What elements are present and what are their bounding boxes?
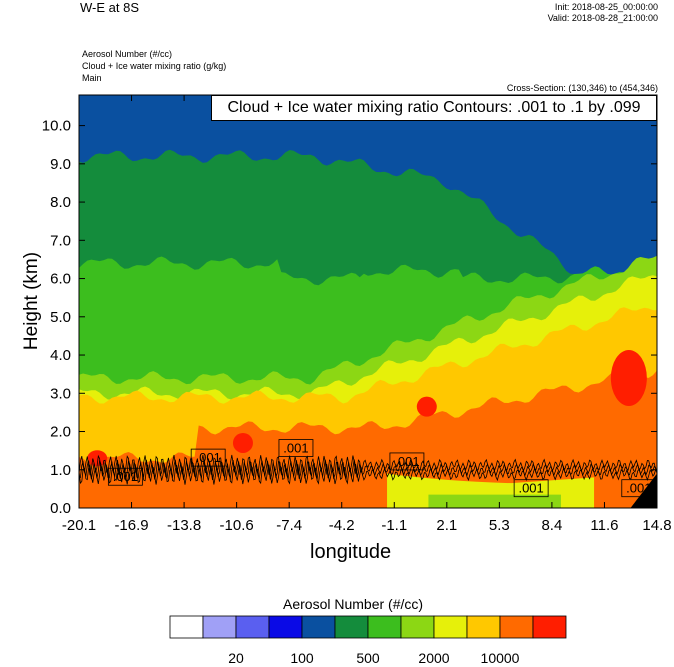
field-label-3: Main: [82, 73, 102, 83]
colorbar-label: 20: [228, 650, 244, 666]
init-time: Init: 2018-08-25_00:00:00: [554, 2, 658, 12]
contour-label: .001: [518, 481, 543, 496]
colorbar-swatch: [235, 615, 270, 639]
contour-label-box: [107, 467, 143, 486]
colorbar-swatch: [367, 615, 402, 639]
colorbar-swatch: [400, 615, 435, 639]
x-tick-label: -16.9: [114, 517, 148, 534]
plot-title: W-E at 8S: [80, 0, 140, 15]
colorbar-label: 10000: [481, 650, 520, 666]
contour-label-box: [190, 448, 226, 467]
colorbar-swatch: [334, 615, 369, 639]
x-tick-label: 2.1: [436, 517, 457, 534]
field-label-1: Aerosol Number (#/cc): [82, 49, 173, 59]
y-tick-label: 10.0: [42, 118, 71, 135]
contour-label-box: [389, 452, 425, 471]
colorbar-label: 500: [356, 650, 380, 666]
x-tick-label: -13.8: [167, 517, 201, 534]
field-label-2: Cloud + Ice water mixing ratio (g/kg): [82, 61, 227, 71]
contour-label-box: [513, 479, 549, 498]
contour-label-box: [278, 439, 314, 457]
heatmap-field: [79, 95, 657, 508]
x-tick-label: 14.8: [642, 517, 671, 534]
contour-label: .001: [113, 469, 138, 484]
aerosol-max: [610, 349, 647, 406]
contour-label-box: [621, 479, 657, 498]
x-tick-label: 8.4: [541, 517, 562, 534]
aerosol-max: [232, 432, 253, 453]
y-tick-label: 9.0: [50, 156, 71, 173]
x-tick-label: -20.1: [62, 517, 96, 534]
surface-band: [428, 494, 561, 508]
contour-label: .001: [196, 450, 221, 465]
colorbar-swatch: [499, 615, 534, 639]
cross-section-label: Cross-Section: (130,346) to (454,346): [506, 83, 658, 93]
y-axis-label: Height (km): [21, 251, 42, 351]
colorbar-swatch: [268, 615, 303, 639]
x-tick-label: 5.3: [489, 517, 510, 534]
valid-time: Valid: 2018-08-28_21:00:00: [547, 13, 658, 23]
x-tick-label: 11.6: [590, 517, 618, 534]
cloud-contour: [79, 454, 657, 476]
contour-info-box: Cloud + Ice water mixing ratio Contours:…: [211, 95, 657, 121]
x-tick-label: -4.2: [329, 517, 355, 534]
cloud-contour: [79, 463, 657, 485]
y-tick-label: 0.0: [50, 500, 71, 517]
colorbar-label: 2000: [418, 650, 449, 666]
y-tick-label: 4.0: [50, 347, 71, 364]
y-tick-label: 1.0: [50, 462, 71, 479]
x-tick-label: -1.1: [381, 517, 407, 534]
x-tick-label: -7.4: [276, 517, 302, 534]
colorbar-title: Aerosol Number (#/cc): [283, 596, 424, 612]
x-tick-label: -10.6: [220, 517, 254, 534]
cloud-contour: [79, 459, 657, 480]
y-tick-label: 3.0: [50, 385, 71, 402]
y-tick-label: 5.0: [50, 309, 71, 326]
colorbar-swatch: [532, 615, 567, 639]
colorbar-swatch: [433, 615, 468, 639]
contour-label: .001: [394, 454, 419, 469]
colorbar-swatch: [202, 615, 237, 639]
colorbar-swatch: [466, 615, 501, 639]
x-axis-label: longitude: [310, 541, 392, 563]
y-tick-label: 6.0: [50, 271, 71, 288]
colorbar-label: 100: [290, 650, 314, 666]
terrain: [630, 473, 657, 508]
contour-label: .001: [283, 441, 308, 456]
contour-label: .001: [626, 481, 651, 496]
y-tick-label: 8.0: [50, 194, 71, 211]
y-tick-label: 2.0: [50, 424, 71, 441]
colorbar-swatch: [169, 615, 204, 639]
aerosol-max: [416, 396, 437, 417]
colorbar-swatch: [301, 615, 336, 639]
y-tick-label: 7.0: [50, 232, 71, 249]
